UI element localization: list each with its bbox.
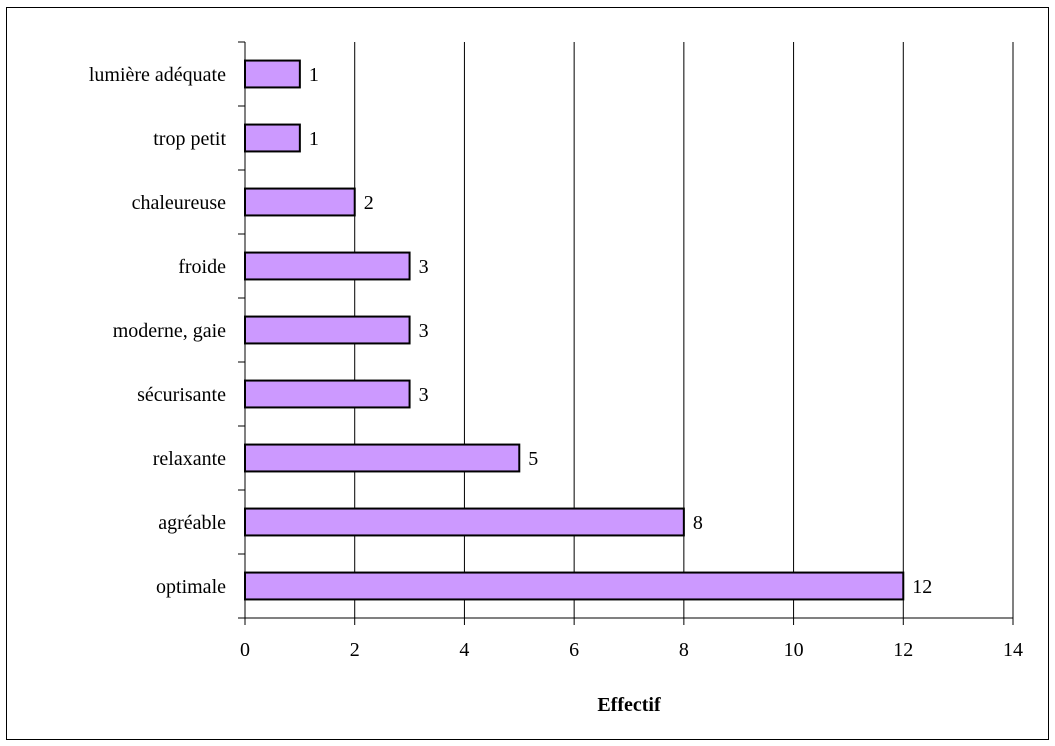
category-label-4: moderne, gaie (113, 320, 226, 342)
x-tick-label-8: 8 (679, 639, 689, 661)
x-tick-label-6: 6 (569, 639, 579, 661)
category-label-8: lumière adéquate (89, 64, 226, 86)
category-label-2: relaxante (153, 448, 226, 470)
data-label-0: 12 (912, 576, 932, 598)
data-label-1: 8 (693, 512, 703, 534)
data-label-4: 3 (419, 320, 429, 342)
x-tick-label-14: 14 (1003, 639, 1023, 661)
x-tick-label-10: 10 (784, 639, 804, 661)
data-label-5: 3 (419, 256, 429, 278)
x-tick-label-4: 4 (459, 639, 469, 661)
bar-7 (244, 123, 301, 153)
data-label-3: 3 (419, 384, 429, 406)
bar-3 (244, 379, 411, 409)
bar-8 (244, 59, 301, 89)
bar-1 (244, 507, 685, 537)
axes (238, 41, 1014, 625)
bar-0 (244, 571, 905, 601)
data-label-7: 1 (309, 128, 319, 150)
data-label-2: 5 (528, 448, 538, 470)
category-label-5: froide (178, 256, 226, 278)
category-label-3: sécurisante (137, 384, 226, 406)
category-label-1: agréable (158, 512, 226, 534)
category-label-0: optimale (156, 576, 226, 598)
x-tick-label-2: 2 (350, 639, 360, 661)
category-label-7: trop petit (153, 128, 226, 150)
x-tick-label-12: 12 (893, 639, 913, 661)
data-label-6: 2 (364, 192, 374, 214)
bars (244, 59, 905, 601)
x-tick-label-0: 0 (240, 639, 250, 661)
bar-4 (244, 315, 411, 345)
category-label-6: chaleureuse (132, 192, 227, 214)
data-label-8: 1 (309, 64, 319, 86)
bar-2 (244, 443, 521, 473)
bar-5 (244, 251, 411, 281)
x-axis-title: Effectif (597, 694, 661, 716)
bar-6 (244, 187, 356, 217)
